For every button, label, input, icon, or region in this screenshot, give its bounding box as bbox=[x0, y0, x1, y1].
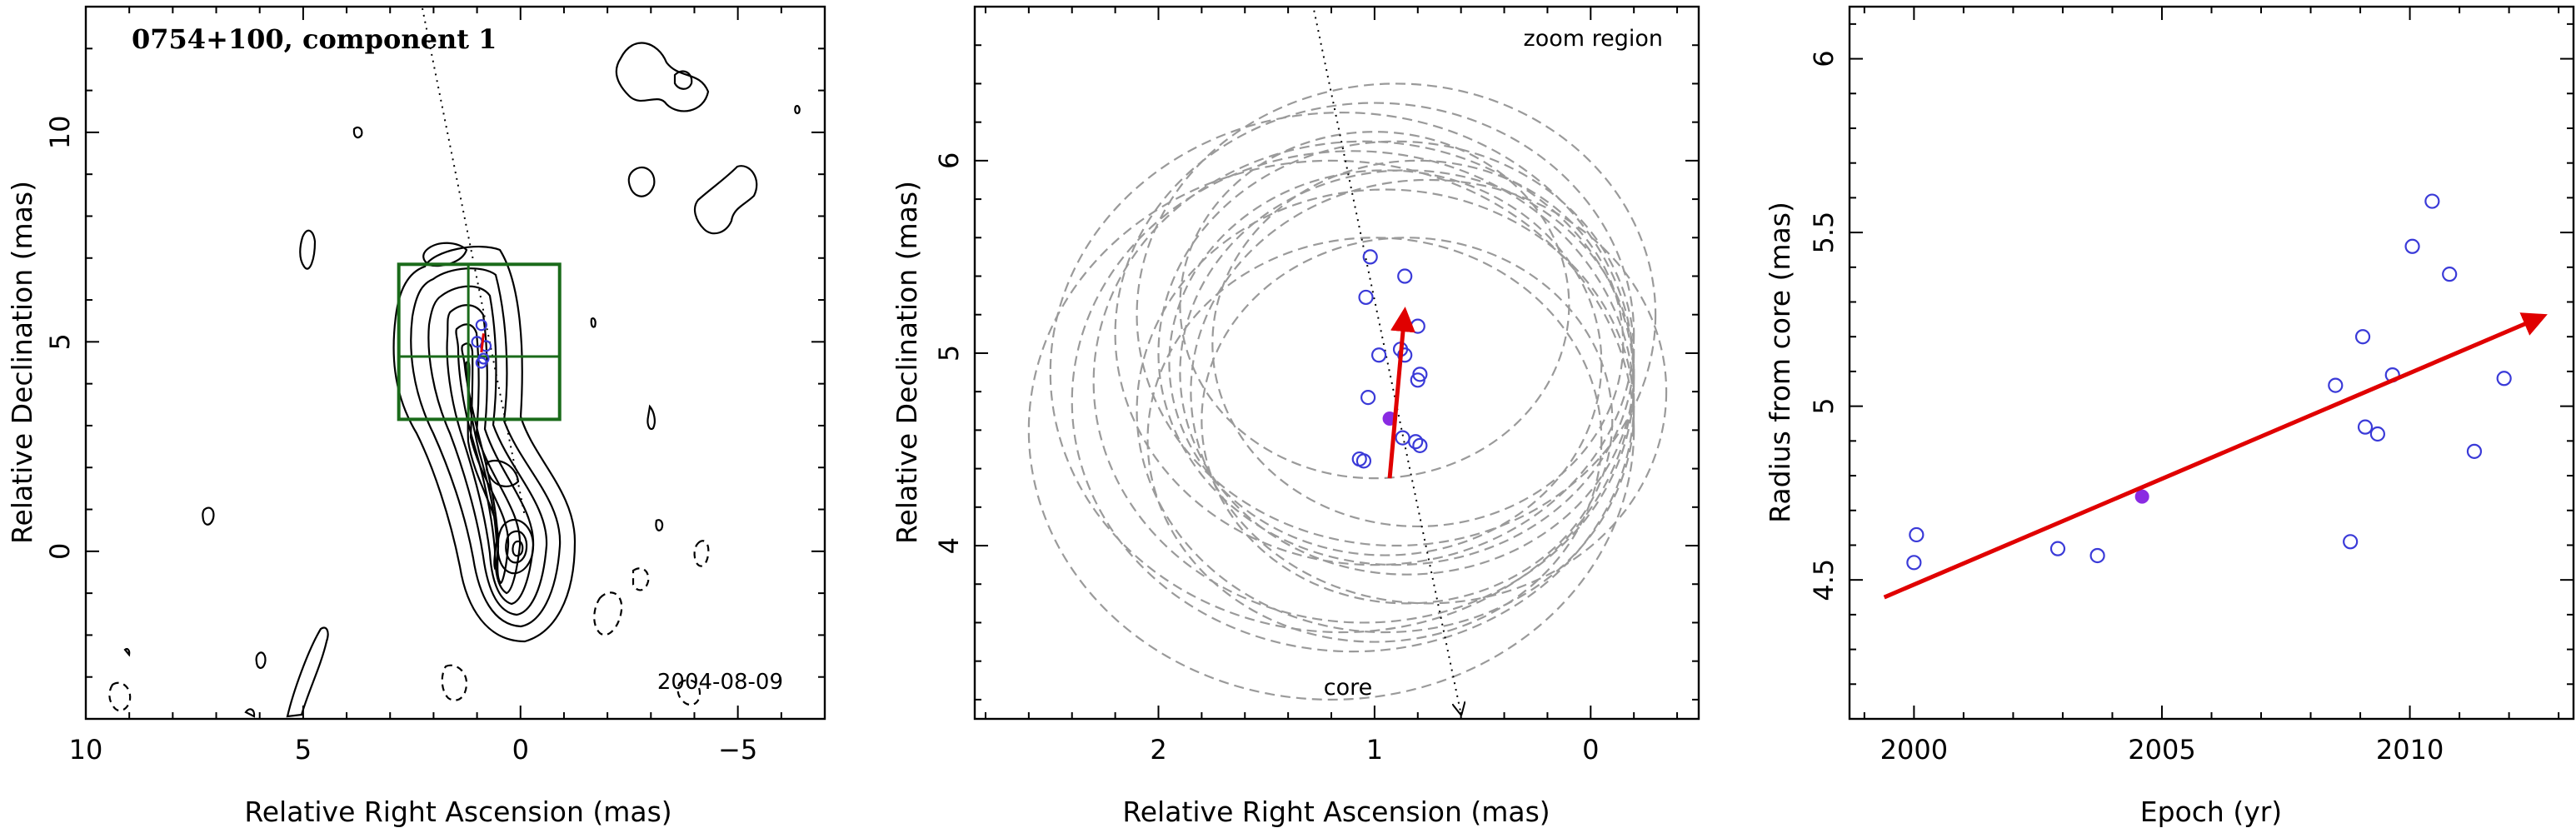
error-circle bbox=[1211, 159, 1625, 528]
x-tick-label: 2 bbox=[1150, 734, 1166, 766]
radius-point bbox=[2442, 267, 2458, 282]
radius-point bbox=[2496, 371, 2512, 387]
panel1-epoch-label: 2004-08-09 bbox=[657, 670, 783, 695]
panel3-axes: 2000 2005 2010 4.5 5 5.5 6 bbox=[1808, 7, 2574, 766]
error-circle bbox=[1136, 82, 1657, 547]
noise-contours bbox=[108, 42, 801, 718]
radius-point bbox=[2424, 193, 2440, 209]
panel2-core-label: core bbox=[1324, 675, 1372, 701]
panel2-title: zoom region bbox=[1524, 26, 1663, 52]
error-circle bbox=[1049, 111, 1635, 634]
component-point bbox=[1370, 347, 1387, 363]
panel-contour-map: 10 5 0 −5 0 5 10 0754+100, component 1 2004-08… bbox=[6, 5, 826, 828]
y-tick-label: 0 bbox=[44, 543, 76, 560]
error-circles bbox=[1027, 82, 1668, 701]
component-point bbox=[1360, 389, 1376, 406]
error-circle bbox=[1168, 169, 1603, 556]
x-tick-label: 2005 bbox=[2128, 734, 2195, 766]
radius-point bbox=[2089, 547, 2105, 564]
y-tick-label: 5.5 bbox=[1808, 212, 1840, 254]
motion-arrow bbox=[480, 333, 485, 353]
x-tick-label: 0 bbox=[512, 734, 529, 766]
component-point bbox=[475, 357, 487, 369]
x-tick-label: 10 bbox=[69, 734, 103, 766]
zoom-box-rect bbox=[397, 262, 562, 421]
reference-epoch-point bbox=[2134, 489, 2149, 504]
error-circle bbox=[1114, 102, 1635, 566]
component-point bbox=[1397, 268, 1413, 284]
x-tick-label: 0 bbox=[1582, 734, 1599, 766]
x-tick-label: 1 bbox=[1366, 734, 1383, 766]
jet-contours bbox=[392, 242, 577, 643]
panel-radius-vs-epoch: 2000 2005 2010 4.5 5 5.5 6 Epoch (yr) Radius f… bbox=[1764, 5, 2575, 828]
component-points bbox=[471, 319, 492, 369]
panel2-axes: 2 1 0 4 5 6 bbox=[933, 6, 1699, 766]
panel3-ylabel: Radius from core (mas) bbox=[1764, 202, 1796, 523]
radius-point bbox=[2343, 534, 2359, 550]
error-circle bbox=[1179, 169, 1635, 576]
radius-point bbox=[2369, 426, 2385, 442]
zoom-plot-area bbox=[1027, 10, 1668, 714]
error-circle bbox=[1190, 178, 1668, 605]
component-point bbox=[1397, 347, 1413, 363]
component-point bbox=[1351, 451, 1367, 467]
component-point bbox=[479, 340, 492, 352]
panel1-axes: 10 5 0 −5 0 5 10 bbox=[44, 7, 825, 766]
radius-point bbox=[1909, 526, 1925, 543]
radius-points bbox=[1906, 193, 2512, 571]
y-tick-label: 10 bbox=[44, 116, 76, 150]
error-circle bbox=[1146, 237, 1603, 643]
component-point bbox=[1410, 372, 1425, 388]
component-point bbox=[475, 319, 487, 332]
radius-point bbox=[2049, 541, 2066, 556]
fit-arrow bbox=[1883, 312, 2548, 600]
panel3-xlabel: Epoch (yr) bbox=[2140, 796, 2282, 828]
radius-point bbox=[2357, 419, 2374, 435]
y-tick-label: 4 bbox=[933, 537, 965, 554]
panel2-frame bbox=[973, 5, 1700, 721]
panel2-xlabel: Relative Right Ascension (mas) bbox=[1122, 796, 1550, 828]
y-tick-label: 6 bbox=[1808, 50, 1840, 67]
y-tick-label: 5 bbox=[933, 345, 965, 362]
error-circle bbox=[1027, 159, 1635, 701]
radius-point bbox=[1906, 555, 1922, 571]
radius-point bbox=[2466, 443, 2483, 459]
motion-arrow bbox=[1387, 307, 1415, 479]
x-tick-label: 2000 bbox=[1880, 734, 1948, 766]
component-point bbox=[1408, 434, 1424, 450]
radius-point bbox=[2328, 377, 2344, 393]
component-point bbox=[1362, 249, 1378, 265]
component-point bbox=[1412, 437, 1428, 453]
error-circle bbox=[1071, 150, 1635, 653]
panel1-frame bbox=[84, 5, 826, 721]
panel2-ylabel: Relative Declination (mas) bbox=[891, 181, 923, 544]
error-circle bbox=[1092, 140, 1635, 624]
contour-plot-area bbox=[108, 7, 801, 718]
panel-zoom-region: 2 1 0 4 5 6 zoom region core Relative Right A… bbox=[891, 5, 1700, 828]
y-tick-label: 6 bbox=[933, 152, 965, 169]
x-tick-label: −5 bbox=[718, 734, 757, 766]
x-tick-label: 2010 bbox=[2376, 734, 2444, 766]
radius-point bbox=[2354, 329, 2371, 345]
error-circle bbox=[1201, 237, 1614, 605]
panel1-ylabel: Relative Declination (mas) bbox=[6, 181, 38, 544]
panel1-xlabel: Relative Right Ascension (mas) bbox=[244, 796, 671, 828]
x-tick-label: 5 bbox=[295, 734, 312, 766]
component-point bbox=[1395, 430, 1410, 446]
panel1-title: 0754+100, component 1 bbox=[132, 23, 497, 55]
y-tick-label: 4.5 bbox=[1808, 559, 1840, 601]
y-tick-label: 5 bbox=[44, 333, 76, 350]
y-tick-label: 5 bbox=[1808, 397, 1840, 414]
component-point bbox=[1410, 318, 1425, 334]
component-points bbox=[1351, 249, 1428, 469]
component-point bbox=[1358, 289, 1374, 306]
error-circle bbox=[1136, 188, 1635, 634]
radius-point bbox=[2404, 238, 2420, 254]
panel3-frame bbox=[1848, 5, 2575, 721]
error-circle bbox=[1179, 131, 1570, 480]
